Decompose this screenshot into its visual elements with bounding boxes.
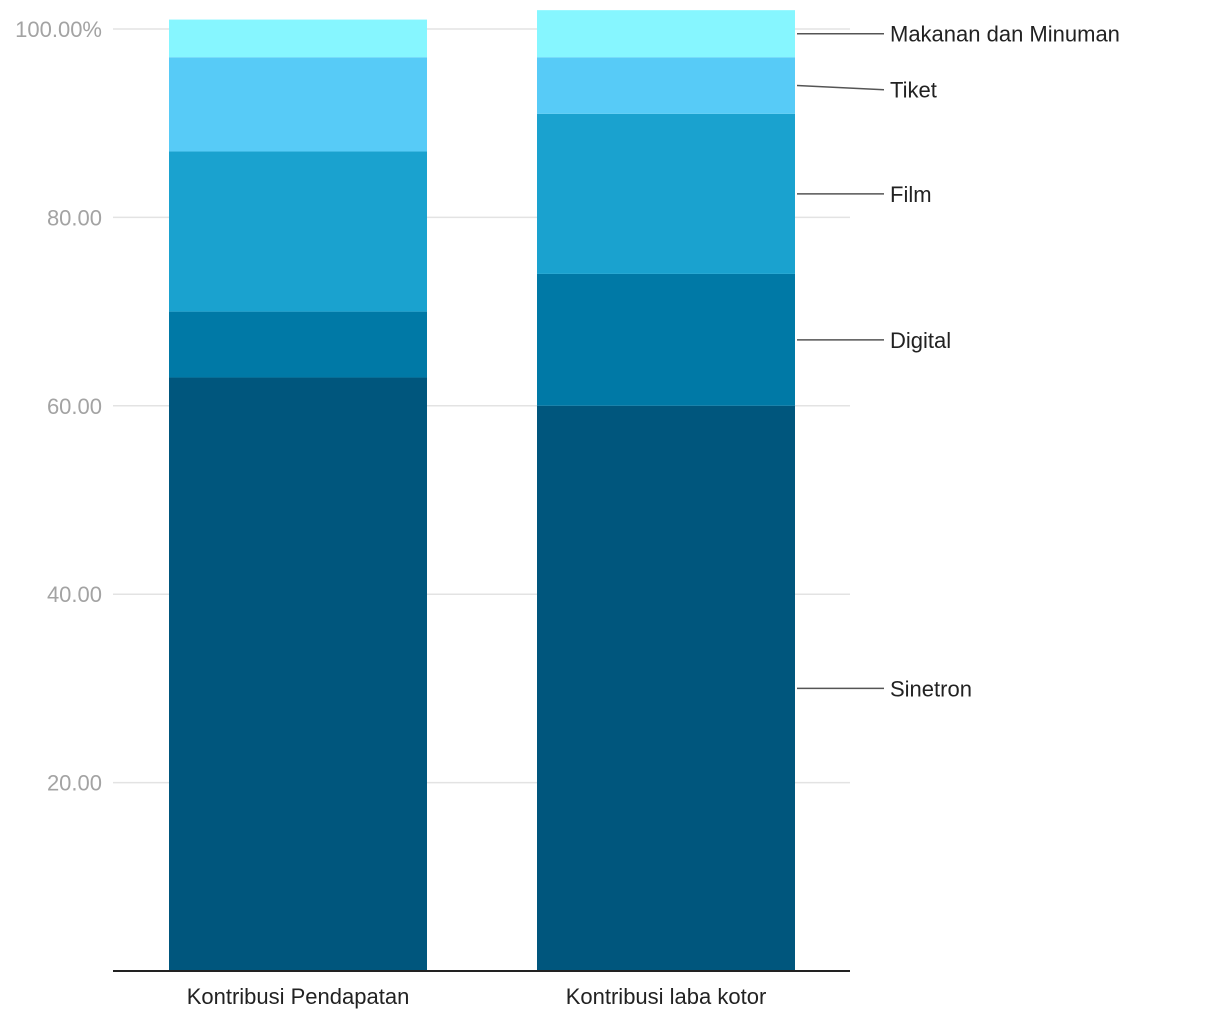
bar-segment-digital [169,311,427,378]
series-label-sinetron: Sinetron [797,676,972,701]
x-axis-categories: Kontribusi Pendapatan Kontribusi laba kot… [187,984,767,1009]
bar-segment-sinetron [169,377,427,971]
y-tick-label: 20.00 [47,771,102,796]
x-category-label: Kontribusi Pendapatan [187,984,410,1009]
bar-segment-digital [537,273,795,406]
y-tick-label: 80.00 [47,205,102,230]
bar-segment-film [537,113,795,274]
bar-segment-makanan-dan-minuman [169,19,427,58]
series-label-film: Film [797,182,932,207]
bar-segment-tiket [169,57,427,152]
series-labels: Sinetron Digital Film Tiket Makanan dan Minu… [796,22,1120,701]
bar-segment-makanan-dan-minuman [537,10,795,58]
y-tick-label: 40.00 [47,582,102,607]
bars [169,10,795,971]
series-name-label: Makanan dan Minuman [890,22,1120,47]
series-label-digital: Digital [797,328,951,353]
series-name-label: Sinetron [890,676,972,701]
x-category-label: Kontribusi laba kotor [566,984,767,1009]
series-name-label: Tiket [890,78,937,103]
y-tick-label: 60.00 [47,394,102,419]
bar-segment-film [169,151,427,312]
series-name-label: Film [890,182,932,207]
series-name-label: Digital [890,328,951,353]
series-label-makanan-dan-minuman: Makanan dan Minuman [797,22,1120,47]
leader-line [796,84,885,91]
bar-stack-1 [537,10,795,971]
series-label-tiket: Tiket [796,78,937,103]
bar-stack-0 [169,19,427,971]
y-axis-ticks: 20.00 40.00 60.00 80.00 100.00% [15,17,102,796]
bar-segment-tiket [537,57,795,114]
bar-segment-sinetron [537,405,795,971]
y-tick-label: 100.00% [15,17,102,42]
